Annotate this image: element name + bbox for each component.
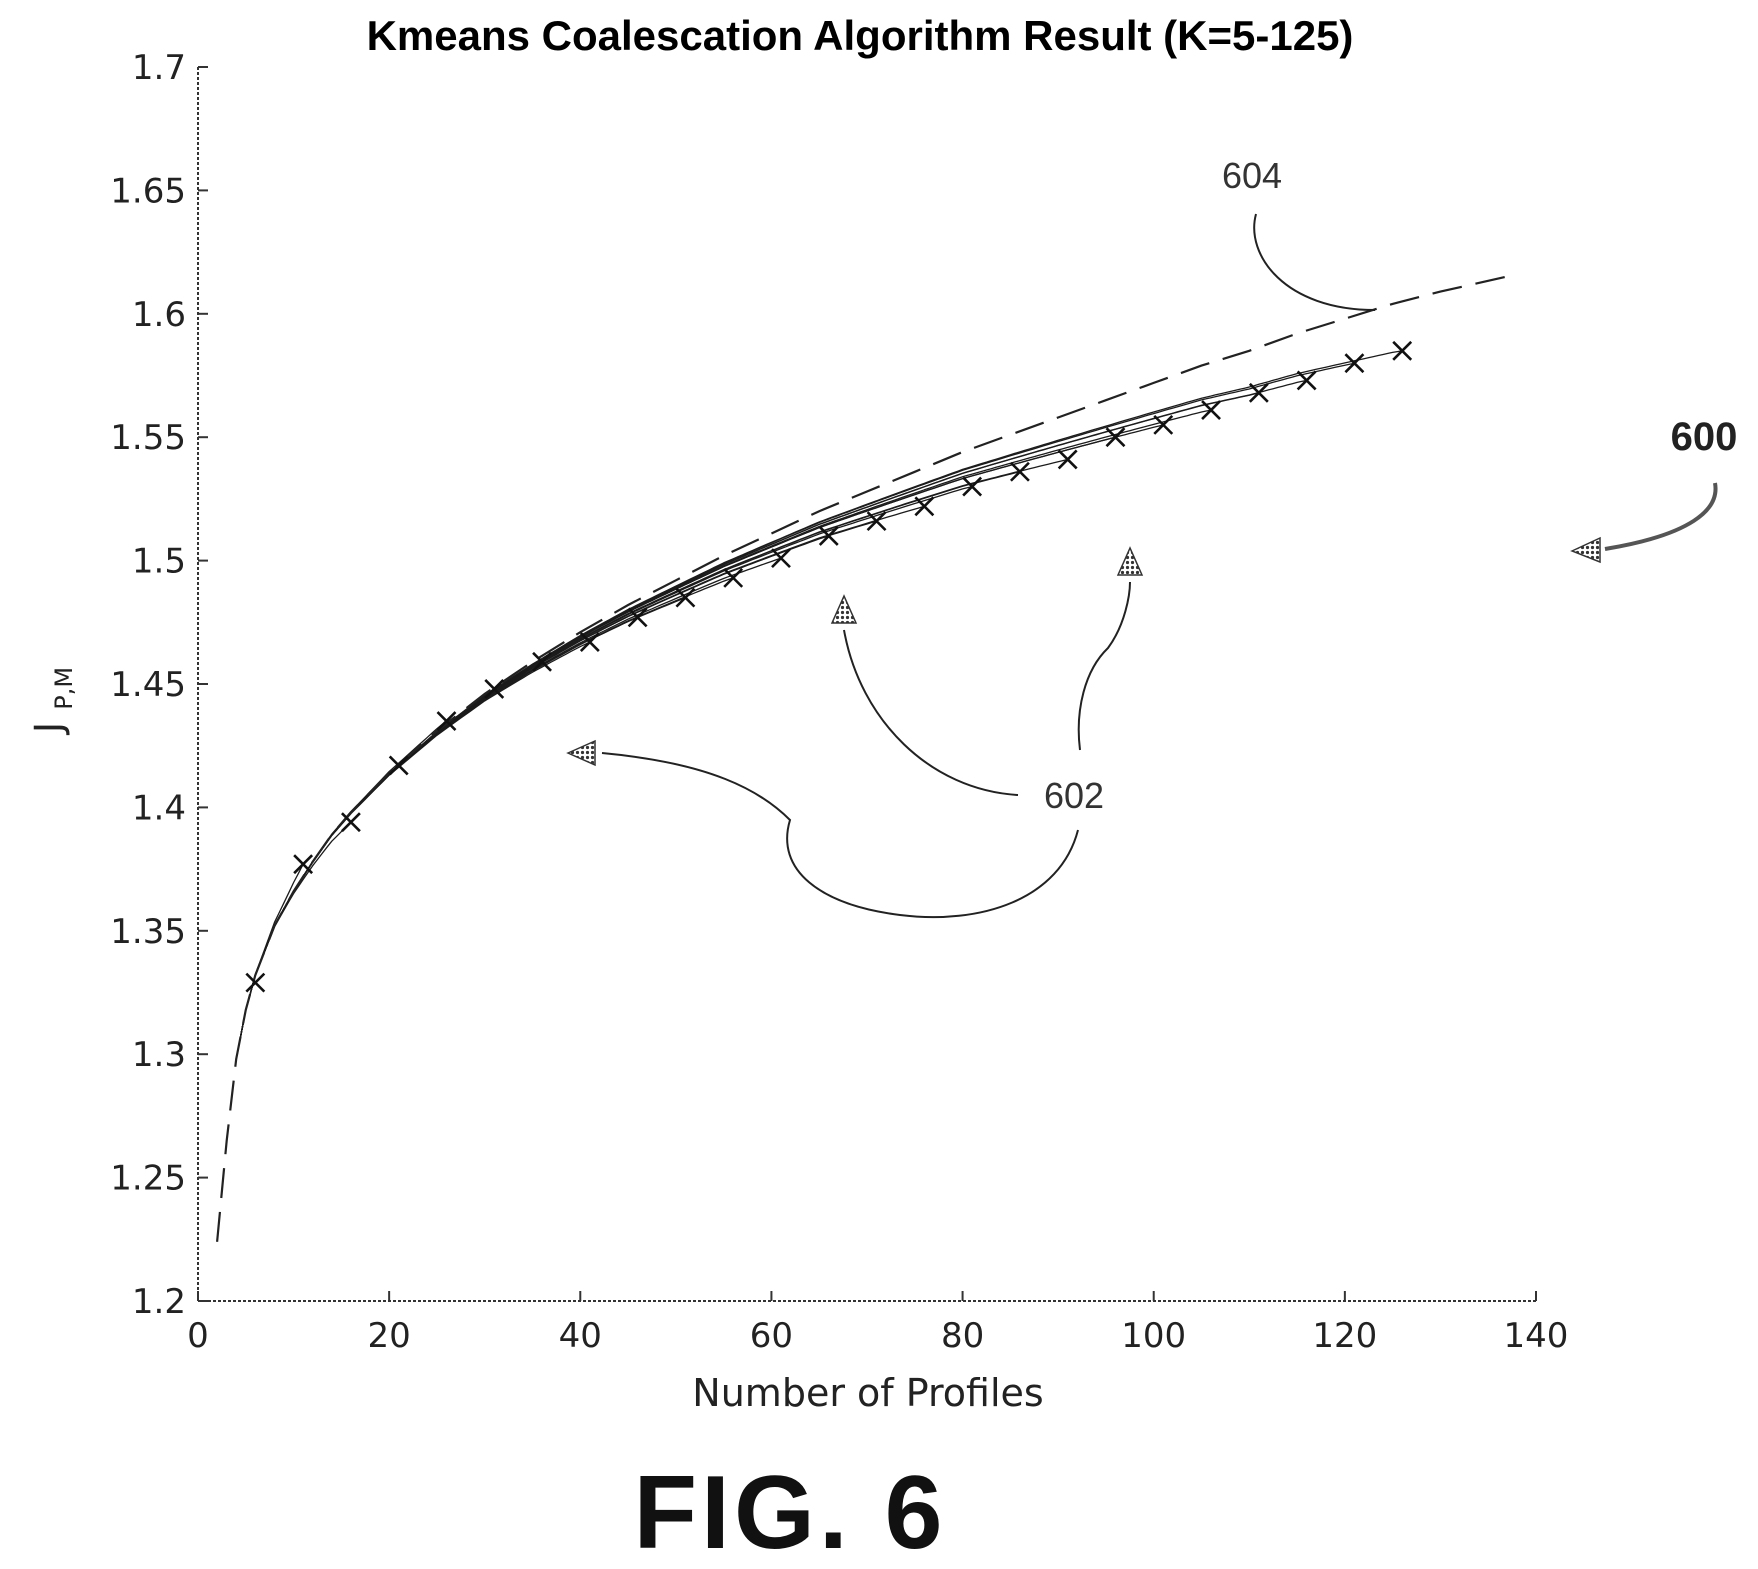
x-marker: [1296, 370, 1317, 391]
figure-caption: FIG. 6: [634, 1455, 947, 1569]
profile-curve: [235, 350, 1403, 1060]
x-marker: [675, 587, 696, 608]
ref-602-leader-a: [843, 629, 1019, 796]
x-tick-label: 40: [559, 1316, 602, 1356]
x-marker: [1392, 340, 1413, 361]
x-marker: [1153, 414, 1174, 435]
ref-604-label: 604: [1222, 155, 1282, 196]
ref-600-arrowhead: [1570, 536, 1601, 564]
ref-600-label: 600: [1671, 415, 1738, 459]
x-tick-label: 60: [750, 1316, 793, 1356]
x-marker: [723, 567, 744, 588]
profile-curve: [235, 597, 686, 1060]
profile-curve: [235, 409, 1212, 1060]
ref-602-leader-c: [601, 752, 1079, 919]
x-marker: [436, 711, 457, 731]
y-tick-label: 1.6: [132, 295, 186, 335]
x-marker: [484, 679, 505, 699]
y-axis-label-main: J: [27, 722, 71, 735]
profile-curve: [235, 485, 973, 1060]
x-tick-label: 20: [368, 1316, 411, 1356]
x-tick-label: 140: [1504, 1316, 1569, 1356]
profile-curve: [235, 362, 1355, 1060]
profile-curve: [235, 641, 591, 1060]
x-marker: [1344, 353, 1365, 374]
ref-602-label: 602: [1044, 775, 1104, 816]
x-axis-label: Number of Profiles: [692, 1371, 1043, 1415]
profile-curve: [235, 821, 352, 1060]
x-marker: [962, 476, 983, 497]
x-marker: [1201, 400, 1221, 420]
y-tick-label: 1.25: [110, 1159, 186, 1199]
y-tick-label: 1.35: [110, 912, 186, 952]
profile-curve: [235, 436, 1116, 1060]
y-tick-label: 1.5: [132, 542, 186, 582]
x-tick-label: 120: [1312, 1316, 1377, 1356]
x-tick-group: 0 20 40 60 80 100 120 140: [187, 1291, 1568, 1356]
reference-604: 604: [1222, 155, 1376, 311]
reference-600: 600: [1570, 415, 1738, 564]
profile-curve: [235, 379, 1307, 1060]
ref-602-arrowhead-a: [830, 594, 858, 624]
x-marker: [245, 972, 266, 993]
x-marker: [579, 632, 600, 652]
x-marker: [293, 854, 314, 875]
x-marker: [627, 607, 648, 628]
marker-series: [245, 340, 1413, 993]
y-tick-group: 1.2 1.25 1.3 1.35 1.4 1.45 1.5 1.55 1.6 1.65 1.7: [110, 48, 208, 1322]
y-axis-label: J P,M: [27, 667, 78, 735]
profile-curve: [235, 616, 638, 1060]
y-tick-label: 1.7: [132, 48, 186, 88]
x-marker: [340, 812, 361, 833]
y-tick-label: 1.4: [132, 788, 186, 828]
y-tick-label: 1.2: [132, 1282, 186, 1322]
y-axis-label-sub: P,M: [50, 667, 78, 710]
profile-curve: [235, 661, 543, 1060]
profile-curve: [235, 764, 400, 1060]
x-marker: [914, 496, 935, 517]
profile-curve: [235, 577, 734, 1060]
profile-curve: [235, 557, 782, 1060]
y-tick-label: 1.65: [110, 171, 186, 211]
profile-curve: [235, 720, 447, 1060]
x-tick-label: 0: [187, 1316, 209, 1356]
y-tick-label: 1.3: [132, 1035, 186, 1075]
profile-curve: [235, 688, 495, 1060]
ref-602-leader-b: [1077, 581, 1131, 751]
x-marker: [1009, 461, 1030, 482]
curve-family: [235, 350, 1403, 1060]
x-marker: [771, 548, 791, 569]
x-tick-label: 100: [1121, 1316, 1186, 1356]
profile-curve: [235, 535, 829, 1060]
x-marker: [1057, 449, 1078, 470]
reference-602: 602: [566, 546, 1144, 919]
x-marker: [1105, 427, 1126, 448]
x-marker: [866, 511, 887, 532]
ref-602-arrowhead-b: [1116, 546, 1144, 576]
y-tick-label: 1.55: [110, 418, 186, 458]
profile-curve: [235, 471, 1021, 1060]
x-tick-label: 80: [941, 1316, 984, 1356]
profile-curve: [235, 505, 925, 1060]
chart-title: Kmeans Coalescation Algorithm Result (K=…: [367, 12, 1354, 59]
y-tick-label: 1.45: [110, 665, 186, 705]
x-marker: [532, 651, 552, 672]
x-marker: [388, 755, 409, 776]
envelope-dashed-line: [216, 273, 1518, 1242]
profile-curve: [235, 520, 877, 1060]
plot-frame: [197, 67, 1536, 1302]
profile-curve: [235, 424, 1164, 1060]
ref-602-arrowhead-c: [566, 739, 596, 767]
ref-604-leader: [1253, 213, 1376, 311]
svg-text:J P,M: J P,M: [27, 667, 78, 735]
ref-600-leader: [1604, 482, 1718, 551]
x-marker: [818, 526, 839, 546]
x-marker: [1248, 382, 1269, 403]
profile-curve: [235, 392, 1259, 1060]
